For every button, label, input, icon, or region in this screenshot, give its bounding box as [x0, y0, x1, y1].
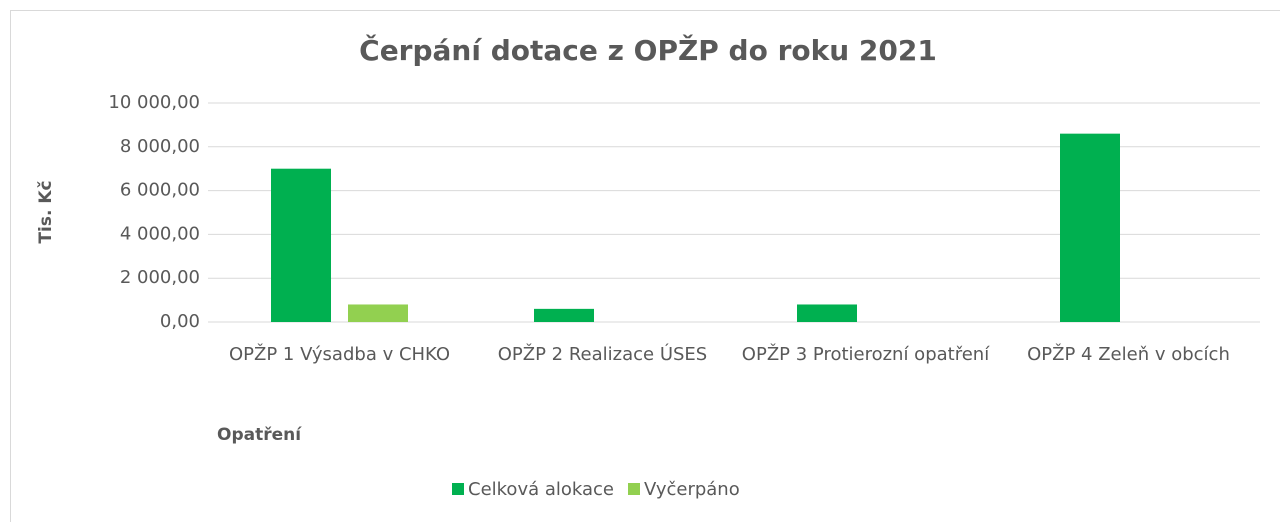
x-tick-label: OPŽP 1 Výsadba v CHKO — [228, 344, 451, 365]
y-tick-label: 6 000,00 — [120, 180, 200, 201]
bar — [534, 308, 594, 322]
bar — [348, 304, 408, 322]
chart-title: Čerpání dotace z OPŽP do roku 2021 — [359, 33, 937, 67]
legend-swatch — [452, 483, 464, 495]
y-tick-label: 2 000,00 — [120, 267, 200, 288]
bar — [271, 168, 331, 322]
bar — [797, 304, 857, 322]
y-tick-label: 4 000,00 — [120, 223, 200, 244]
y-tick-label: 0,00 — [160, 311, 200, 332]
y-tick-label: 8 000,00 — [120, 136, 200, 157]
legend-label: Vyčerpáno — [644, 479, 740, 500]
x-axis-title: Opatření — [217, 425, 302, 445]
legend-swatch — [628, 483, 640, 495]
x-tick-label: OPŽP 2 Realizace ÚSES — [497, 344, 708, 365]
legend-label: Celková alokace — [468, 479, 614, 500]
x-tick-label: OPŽP 4 Zeleň v obcích — [1027, 344, 1230, 365]
bar — [1060, 133, 1120, 322]
y-axis-title: Tis. Kč — [36, 180, 56, 243]
y-tick-label: 10 000,00 — [108, 92, 200, 113]
x-tick-label: OPŽP 3 Protierozní opatření — [741, 344, 990, 365]
